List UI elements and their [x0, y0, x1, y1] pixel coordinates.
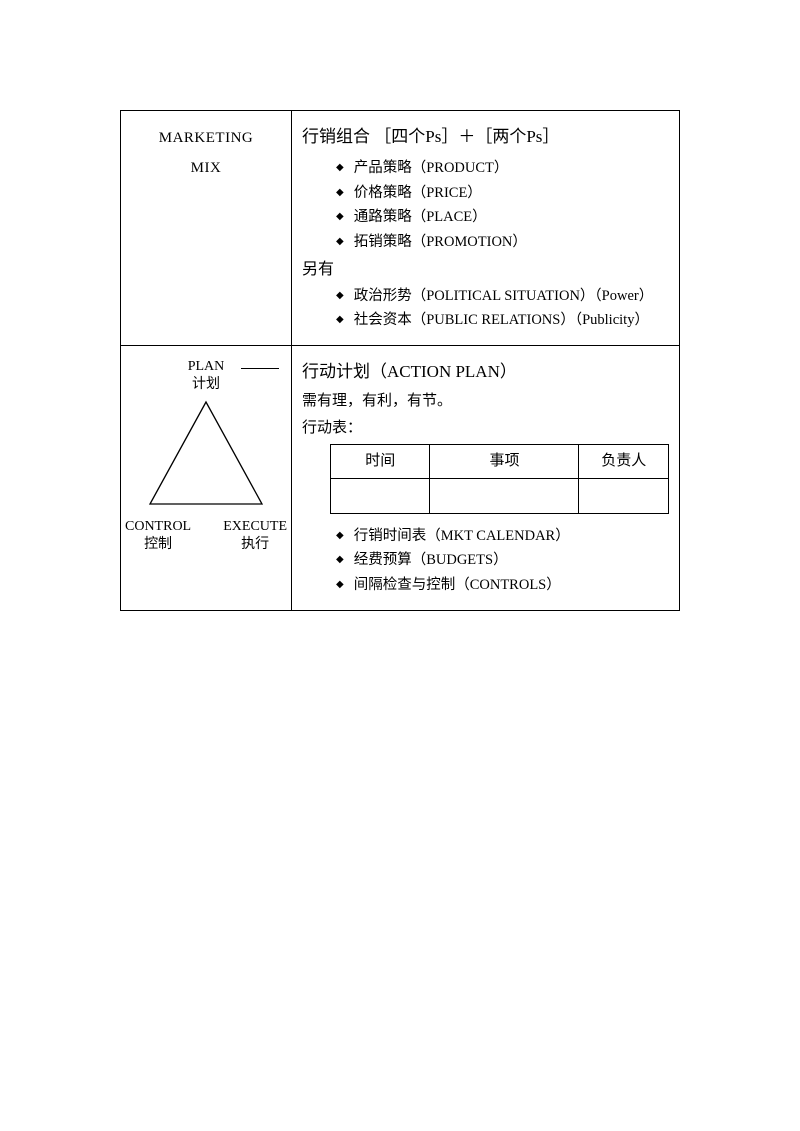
execute-label: EXECUTE 执行 — [223, 518, 287, 554]
plan-triangle-cell: PLAN 计划 CONTROL 控制 EXECUTE 执行 — [121, 345, 292, 610]
action-plan-content: 行动计划（ACTION PLAN） 需有理，有利，有节。 行动表： 时间 事项 … — [292, 345, 680, 610]
th-item: 事项 — [430, 444, 579, 479]
plan-cn: 计划 — [192, 377, 220, 392]
marketing-label: MARKETING — [131, 123, 281, 153]
control-label: CONTROL 控制 — [125, 518, 191, 554]
execute-en: EXECUTE — [223, 519, 287, 534]
marketing-mix-cell: MARKETING MIX — [121, 111, 292, 346]
list-item: 行销时间表（MKT CALENDAR） — [336, 524, 669, 549]
control-en: CONTROL — [125, 519, 191, 534]
list-item: 通路策略（PLACE） — [336, 205, 669, 230]
mix-label: MIX — [131, 153, 281, 183]
list-item: 产品策略（PRODUCT） — [336, 156, 669, 181]
action-table: 时间 事项 负责人 — [330, 444, 669, 514]
th-time: 时间 — [331, 444, 430, 479]
marketing-mix-content: 行销组合 ［四个Ps］＋［两个Ps］ 产品策略（PRODUCT） 价格策略（PR… — [292, 111, 680, 346]
additional-label: 另有 — [302, 256, 669, 283]
plan-label: PLAN 计划 — [188, 358, 225, 394]
mix-title: 行销组合 ［四个Ps］＋［两个Ps］ — [302, 123, 669, 152]
list-item: 间隔检查与控制（CONTROLS） — [336, 573, 669, 598]
action-plan-title: 行动计划（ACTION PLAN） — [302, 358, 669, 387]
two-ps-list: 政治形势（POLITICAL SITUATION）（Power） 社会资本（PU… — [302, 284, 669, 333]
list-item: 价格策略（PRICE） — [336, 181, 669, 206]
execute-cn: 执行 — [241, 537, 269, 552]
list-item: 经费预算（BUDGETS） — [336, 548, 669, 573]
table-cell — [430, 479, 579, 514]
table-cell — [331, 479, 430, 514]
four-ps-list: 产品策略（PRODUCT） 价格策略（PRICE） 通路策略（PLACE） 拓销… — [302, 156, 669, 255]
control-cn: 控制 — [144, 537, 172, 552]
main-table: MARKETING MIX 行销组合 ［四个Ps］＋［两个Ps］ 产品策略（PR… — [120, 110, 680, 611]
triangle-icon — [146, 400, 266, 508]
action-table-label: 行动表： — [302, 416, 669, 442]
list-item: 拓销策略（PROMOTION） — [336, 230, 669, 255]
plan-en: PLAN — [188, 359, 225, 374]
th-owner: 负责人 — [579, 444, 669, 479]
triangle-diagram: PLAN 计划 CONTROL 控制 EXECUTE 执行 — [131, 358, 281, 568]
action-bullets: 行销时间表（MKT CALENDAR） 经费预算（BUDGETS） 间隔检查与控… — [302, 524, 669, 598]
table-cell — [579, 479, 669, 514]
list-item: 政治形势（POLITICAL SITUATION）（Power） — [336, 284, 669, 309]
connector-line — [241, 368, 279, 369]
action-plan-subtitle: 需有理，有利，有节。 — [302, 389, 669, 415]
list-item: 社会资本（PUBLIC RELATIONS）（Publicity） — [336, 308, 669, 333]
